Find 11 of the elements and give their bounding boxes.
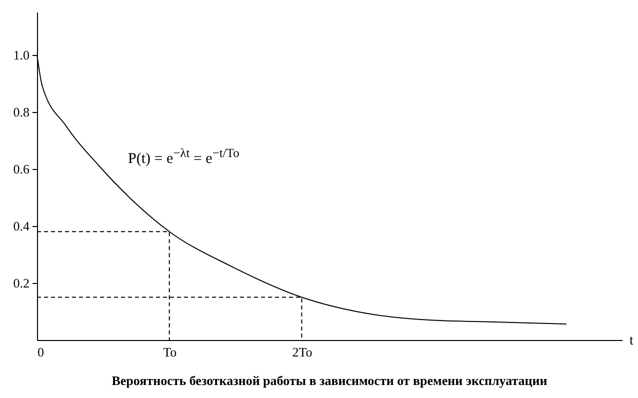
x-tick-label: To [163, 344, 177, 360]
text: Вероятность безотказной работы в зависимости от времени эксплуатации [112, 373, 548, 388]
x-axis-title: t [630, 334, 634, 348]
y-tick-label: 0.4 [13, 218, 30, 234]
x-tick-label: 0 [38, 344, 44, 360]
x-tick-label: 2To [292, 344, 312, 360]
y-tick-label: 1.0 [13, 47, 30, 62]
y-tick-label: 0.6 [13, 161, 30, 176]
y-tick-label: 0.2 [13, 275, 30, 290]
annotation: P(t) = e$^{−λt}$ = e$^{−t/To}$ [128, 146, 240, 168]
y-tick-label: 0.8 [13, 104, 30, 120]
